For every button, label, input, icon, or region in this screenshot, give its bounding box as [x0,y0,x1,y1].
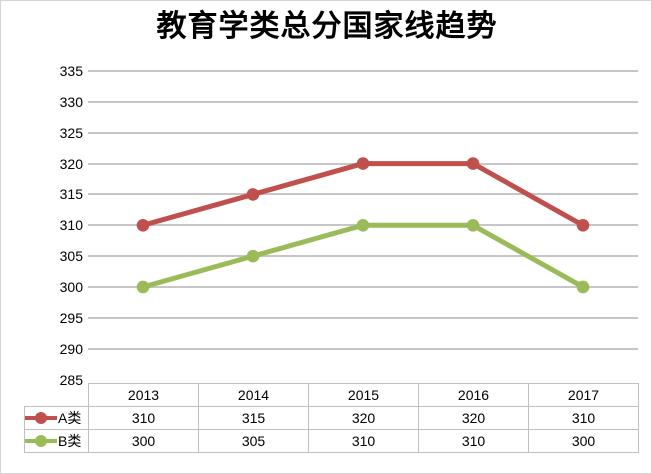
y-tick-label-300: 300 [59,278,83,295]
legend-key-icon-B类 [25,435,57,447]
legend-cell-A类: A类 [24,406,89,430]
marker-A类-2013 [136,218,150,232]
table-header-2014: 2014 [198,383,309,407]
marker-B类-2016 [466,218,480,232]
value-cell-B类-2013: 300 [88,429,199,453]
value-cell-B类-2015: 310 [308,429,419,453]
legend-label-A类: A类 [58,410,82,426]
data-table: 2013 2014 2015 2016 2017 A类 310 315 320 320 310 B类 3… [24,383,639,453]
y-tick-label-305: 305 [59,248,83,265]
marker-A类-2016 [466,157,480,170]
y-tick-label-285: 285 [59,371,83,388]
series-line-B类 [142,222,585,290]
table-header-2016: 2016 [418,383,529,407]
gridline-305 [88,255,638,258]
marker-B类-2014 [246,249,260,263]
gridline-295 [88,316,638,319]
marker-B类-2015 [356,218,370,232]
legend-key-icon-A类 [25,412,57,424]
table-header-2015: 2015 [308,383,419,407]
y-tick-label-330: 330 [59,93,83,110]
value-cell-A类-2016: 320 [418,406,529,430]
gridline-290 [88,347,638,350]
chart-title: 教育学类总分国家线趋势 [156,10,498,43]
y-tick-label-320: 320 [59,155,83,172]
series-line-A类 [142,161,585,228]
marker-B类-2017 [576,280,590,294]
value-cell-B类-2016: 310 [418,429,529,453]
table-header-2017: 2017 [528,383,639,407]
gridline-315 [88,193,638,196]
gridline-335 [88,70,638,72]
marker-A类-2015 [356,157,370,170]
marker-A类-2017 [576,218,590,232]
table-row-A类: A类 310 315 320 320 310 [24,406,639,430]
table-corner-cell [25,384,89,407]
value-cell-B类-2014: 305 [198,429,309,453]
gridline-330 [88,100,638,103]
table-row-B类: B类 300 305 310 310 300 [24,429,639,453]
y-tick-label-290: 290 [59,340,83,357]
legend-label-B类: B类 [58,433,82,449]
y-tick-label-310: 310 [59,217,83,234]
y-tick-label-315: 315 [59,186,83,203]
value-cell-A类-2017: 310 [528,406,639,430]
value-cell-B类-2017: 300 [528,429,639,453]
value-cell-A类-2013: 310 [88,406,199,430]
gridline-325 [88,131,638,134]
value-cell-A类-2014: 315 [198,406,309,430]
legend-cell-B类: B类 [24,429,89,453]
marker-B类-2013 [136,280,150,294]
y-tick-label-335: 335 [59,63,83,79]
marker-A类-2014 [246,188,260,201]
value-cell-A类-2015: 320 [308,406,419,430]
gridline-300 [88,285,638,288]
y-tick-label-295: 295 [59,309,83,326]
y-tick-label-325: 325 [59,124,83,141]
table-header-2013: 2013 [88,383,199,407]
